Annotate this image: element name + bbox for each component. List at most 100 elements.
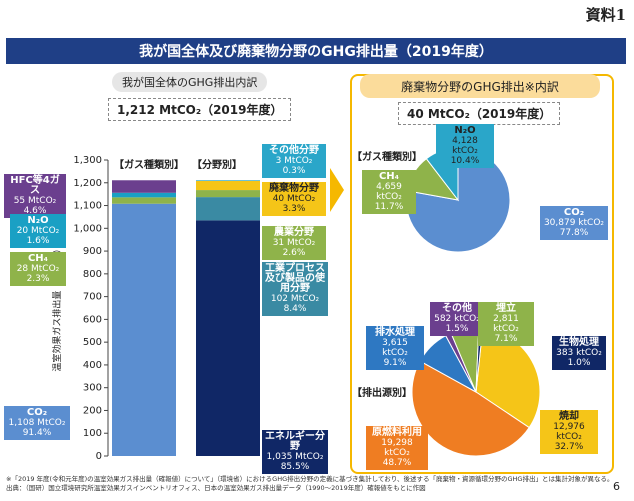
label-percent: 2.3% xyxy=(26,274,50,284)
category-gas: 【ガス種類別】 xyxy=(114,160,184,171)
label-percent: 9.1% xyxy=(383,358,407,368)
y-tick-label: 700 xyxy=(83,292,102,303)
bar-segment xyxy=(196,190,260,198)
label-value: 4,128 ktCO₂ xyxy=(452,136,478,156)
label-percent: 1.0% xyxy=(567,358,591,368)
y-tick-label: 1,000 xyxy=(73,223,102,234)
label-value: 31 MtCO₂ xyxy=(272,238,316,248)
label-value: 19,298 ktCO₂ xyxy=(381,438,413,458)
label-percent: 2.6% xyxy=(282,248,306,258)
label-agri-sector: 農業分野 31 MtCO₂ 2.6% xyxy=(262,226,326,260)
label-value: 383 ktCO₂ xyxy=(556,348,602,358)
label-waste-sector: 廃棄物分野 40 MtCO₂ 3.3% xyxy=(262,182,326,216)
label-value: 55 MtCO₂ xyxy=(13,196,57,206)
label-percent: 8.4% xyxy=(283,304,307,314)
label-percent: 32.7% xyxy=(554,442,584,452)
label-percent: 77.8% xyxy=(559,228,589,238)
y-tick-label: 800 xyxy=(83,269,102,280)
label-name: CO₂ xyxy=(26,407,48,418)
label-name: 生物処理 xyxy=(559,337,599,348)
label-hfc: HFC等4ガス 55 MtCO₂ 4.6% xyxy=(4,174,66,218)
pie-label-incineration: 焼却 12,976 ktCO₂ 32.7% xyxy=(540,410,598,454)
label-name: 工業プロセス及び製品の使用分野 xyxy=(265,263,325,294)
label-percent: 4.6% xyxy=(23,206,47,216)
pie-label-ch4: CH₄ 4,659 ktCO₂ 11.7% xyxy=(362,170,416,214)
page-title: 我が国全体及び廃棄物分野のGHG排出量（2019年度） xyxy=(6,38,626,64)
category-sector: 【分野別】 xyxy=(192,160,242,171)
label-name: その他分野 xyxy=(269,145,319,156)
bar-segment xyxy=(196,180,260,191)
label-name: CO₂ xyxy=(563,207,585,218)
label-name: エネルギー分野 xyxy=(265,431,325,452)
label-percent: 7.1% xyxy=(494,334,518,344)
y-tick-label: 400 xyxy=(83,360,102,371)
bar-segment xyxy=(196,197,260,221)
label-name: 排水処理 xyxy=(375,327,415,338)
label-name: 農業分野 xyxy=(274,227,314,238)
label-name: N₂O xyxy=(454,125,476,136)
pie-label-biological: 生物処理 383 ktCO₂ 1.0% xyxy=(552,336,606,370)
y-tick-label: 100 xyxy=(83,428,102,439)
footnote-2: 出典：（国研）国立環境研究所温室効果ガスインベントリオフィス、日本の温室効果ガス… xyxy=(6,484,426,492)
left-total: 1,212 MtCO₂（2019年度） xyxy=(108,98,292,121)
left-subtitle: 我が国全体のGHG排出内訳 xyxy=(112,72,268,92)
document-label: 資料1 xyxy=(585,6,626,24)
gas-pie-title: 【ガス種類別】 xyxy=(352,152,422,163)
right-subtitle: 廃棄物分野のGHG排出※内訳 xyxy=(360,74,600,98)
y-tick-label: 300 xyxy=(83,383,102,394)
label-name: CH₄ xyxy=(378,171,400,182)
bar-segment xyxy=(112,197,176,204)
pie-label-n2o: N₂O 4,128 ktCO₂ 10.4% xyxy=(436,124,494,168)
label-value: 40 MtCO₂ xyxy=(272,194,316,204)
bar-segment xyxy=(112,203,176,456)
pie-slice xyxy=(411,360,530,457)
label-co2: CO₂ 1,108 MtCO₂ 91.4% xyxy=(4,406,70,440)
label-percent: 48.7% xyxy=(382,458,412,468)
label-name: 焼却 xyxy=(559,411,579,422)
label-value: 3,615 ktCO₂ xyxy=(382,338,408,358)
y-tick-label: 0 xyxy=(96,451,102,462)
label-energy-sector: エネルギー分野 1,035 MtCO₂ 85.5% xyxy=(262,430,328,474)
callout-arrow xyxy=(330,168,344,212)
source-pie-title: 【排出源別】 xyxy=(352,388,412,399)
y-tick-label: 600 xyxy=(83,314,102,325)
label-value: 12,976 ktCO₂ xyxy=(553,422,585,442)
label-value: 28 MtCO₂ xyxy=(16,264,60,274)
label-name: 廃棄物分野 xyxy=(269,183,319,194)
pie-label-landfill: 埋立 2,811 ktCO₂ 7.1% xyxy=(478,302,534,346)
label-percent: 3.3% xyxy=(282,204,306,214)
y-tick-label: 900 xyxy=(83,246,102,257)
y-tick-label: 1,100 xyxy=(73,201,102,212)
y-tick-label: 1,300 xyxy=(73,155,102,166)
label-value: 4,659 ktCO₂ xyxy=(376,182,402,202)
label-value: 20 MtCO₂ xyxy=(16,226,60,236)
label-value: 30,879 ktCO₂ xyxy=(543,218,605,228)
label-name: N₂O xyxy=(27,215,49,226)
bar-segment xyxy=(112,192,176,198)
pie-label-fuel-use: 原燃料利用 19,298 ktCO₂ 48.7% xyxy=(366,426,428,470)
label-industrial-sector: 工業プロセス及び製品の使用分野 102 MtCO₂ 8.4% xyxy=(262,262,328,316)
pie-label-wastewater: 排水処理 3,615 ktCO₂ 9.1% xyxy=(366,326,424,370)
pie-label-other: その他 582 ktCO₂ 1.5% xyxy=(430,302,484,336)
label-value: 2,811 ktCO₂ xyxy=(493,314,519,334)
label-percent: 1.5% xyxy=(445,324,469,334)
label-name: 埋立 xyxy=(496,303,516,314)
y-tick-label: 200 xyxy=(83,405,102,416)
page-number: 6 xyxy=(613,480,620,493)
label-name: 原燃料利用 xyxy=(372,427,422,438)
bar-segment xyxy=(112,180,176,193)
label-other-sector: その他分野 3 MtCO₂ 0.3% xyxy=(262,144,326,178)
y-tick-label: 500 xyxy=(83,337,102,348)
label-n2o: N₂O 20 MtCO₂ 1.6% xyxy=(10,214,66,248)
y-tick-label: 1,200 xyxy=(73,178,102,189)
label-percent: 11.7% xyxy=(374,202,404,212)
label-percent: 91.4% xyxy=(22,428,52,438)
label-ch4: CH₄ 28 MtCO₂ 2.3% xyxy=(10,252,66,286)
label-percent: 1.6% xyxy=(26,236,50,246)
label-value: 102 MtCO₂ xyxy=(270,294,320,304)
label-percent: 0.3% xyxy=(282,166,306,176)
label-percent: 85.5% xyxy=(280,462,310,472)
footnote-1: ※「2019 年度(令和元年度)の温室効果ガス排出量（確報値）について」（環境省… xyxy=(6,475,614,483)
pie-label-co2: CO₂ 30,879 ktCO₂ 77.8% xyxy=(540,206,608,240)
label-name: HFC等4ガス xyxy=(10,175,60,196)
